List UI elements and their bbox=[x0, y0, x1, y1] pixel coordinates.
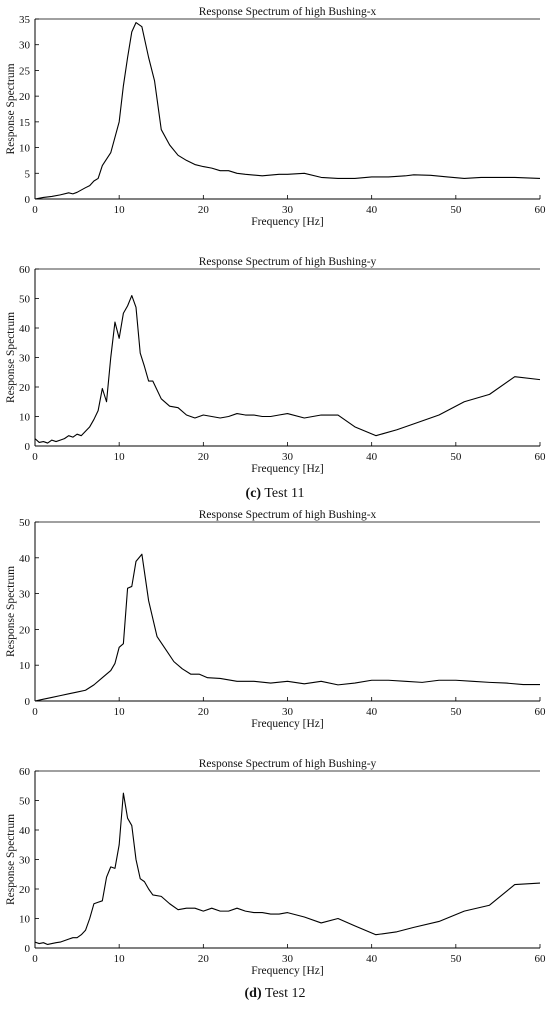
chart-4-ytick-label-5: 50 bbox=[19, 796, 31, 808]
chart-2-ytick-label-2: 20 bbox=[19, 382, 31, 394]
chart-1-ytick-label-4: 20 bbox=[19, 91, 31, 103]
caption-c-text: Test 11 bbox=[261, 486, 305, 501]
chart-4-ytick-label-3: 30 bbox=[19, 855, 31, 867]
chart-4-ytick-label-4: 40 bbox=[19, 825, 31, 837]
chart-2-xtick-label-5: 50 bbox=[450, 451, 462, 463]
chart-1-ytick-label-3: 15 bbox=[19, 117, 31, 129]
chart-2-ylabel: Response Spectrum bbox=[5, 312, 17, 403]
chart-4-xtick-label-6: 60 bbox=[535, 953, 547, 965]
chart-3-ytick-label-5: 50 bbox=[19, 517, 31, 529]
chart-2-ytick-label-4: 40 bbox=[19, 323, 31, 335]
caption-c-letter: (c) bbox=[245, 486, 262, 501]
chart-4-ytick-label-6: 60 bbox=[19, 766, 31, 778]
chart-2-xtick-label-2: 20 bbox=[198, 451, 210, 463]
chart-3-xtick-label-3: 30 bbox=[282, 706, 294, 718]
chart-4-ytick-label-1: 10 bbox=[19, 914, 31, 926]
chart-2-ytick-label-5: 50 bbox=[19, 294, 31, 306]
chart-4-title: Response Spectrum of high Bushing-y bbox=[199, 758, 377, 770]
chart-4-xlabel: Frequency [Hz] bbox=[251, 965, 323, 977]
chart-2-xtick-label-3: 30 bbox=[282, 451, 294, 463]
chart-2-ytick-label-3: 30 bbox=[19, 353, 31, 365]
chart-2-xlabel: Frequency [Hz] bbox=[251, 463, 323, 475]
chart-1-ytick-label-5: 25 bbox=[19, 65, 31, 77]
chart-1-xtick-label-5: 50 bbox=[450, 204, 462, 216]
chart-2-ytick-label-0: 0 bbox=[25, 441, 31, 453]
chart-3-title: Response Spectrum of high Bushing-x bbox=[199, 509, 377, 521]
chart-4-ytick-label-0: 0 bbox=[25, 943, 31, 955]
chart-3-xtick-label-4: 40 bbox=[366, 706, 378, 718]
chart-3-ylabel: Response Spectrum bbox=[5, 566, 17, 657]
chart-4-ylabel: Response Spectrum bbox=[5, 814, 17, 905]
chart-3-xtick-label-1: 10 bbox=[114, 706, 126, 718]
chart-3-ytick-label-2: 20 bbox=[19, 624, 31, 636]
chart-3-ytick-label-3: 30 bbox=[19, 589, 31, 601]
chart-3-xtick-label-2: 20 bbox=[198, 706, 210, 718]
chart-1-xlabel: Frequency [Hz] bbox=[251, 216, 323, 228]
chart-1-xtick-label-6: 60 bbox=[535, 204, 547, 216]
chart-2-xtick-label-6: 60 bbox=[535, 451, 547, 463]
chart-3-xlabel: Frequency [Hz] bbox=[251, 718, 323, 730]
chart-2-xtick-label-4: 40 bbox=[366, 451, 378, 463]
caption-d-text: Test 12 bbox=[261, 986, 306, 1001]
chart-1-title: Response Spectrum of high Bushing-x bbox=[199, 6, 377, 18]
chart-1-xtick-label-4: 40 bbox=[366, 204, 378, 216]
chart-4-series-line bbox=[34, 792, 541, 946]
chart-3-series-line bbox=[34, 553, 540, 702]
chart-1-xtick-label-2: 20 bbox=[198, 204, 210, 216]
chart-1-ytick-label-2: 10 bbox=[19, 143, 31, 155]
chart-2-xtick-label-1: 10 bbox=[114, 451, 126, 463]
chart-4-xtick-label-5: 50 bbox=[450, 953, 462, 965]
caption-d-letter: (d) bbox=[244, 986, 262, 1001]
chart-2-ytick-label-6: 60 bbox=[19, 264, 31, 276]
chart-1-xtick-label-3: 30 bbox=[282, 204, 294, 216]
chart-4-xtick-label-4: 40 bbox=[366, 953, 378, 965]
chart-3-ytick-label-1: 10 bbox=[19, 660, 31, 672]
chart-1-ylabel: Response Spectrum bbox=[5, 63, 17, 154]
chart-1-ytick-label-6: 30 bbox=[19, 40, 31, 52]
chart-1-ytick-label-1: 5 bbox=[25, 168, 31, 180]
chart-3-xtick-label-0: 0 bbox=[32, 706, 38, 718]
chart-2-series-line bbox=[34, 294, 541, 444]
chart-4-xtick-label-3: 30 bbox=[282, 953, 294, 965]
chart-3-xtick-label-6: 60 bbox=[535, 706, 547, 718]
chart-1-xtick-label-0: 0 bbox=[32, 204, 38, 216]
chart-2-xtick-label-0: 0 bbox=[32, 451, 38, 463]
chart-4-ytick-label-2: 20 bbox=[19, 884, 31, 896]
chart-1-series-line bbox=[34, 22, 541, 200]
chart-2-title: Response Spectrum of high Bushing-y bbox=[199, 256, 377, 268]
chart-1-xtick-label-1: 10 bbox=[114, 204, 126, 216]
chart-4-xtick-label-1: 10 bbox=[114, 953, 126, 965]
chart-3-ytick-label-0: 0 bbox=[25, 696, 31, 708]
chart-4-xtick-label-0: 0 bbox=[32, 953, 38, 965]
chart-2-ytick-label-1: 10 bbox=[19, 412, 31, 424]
chart-4-xtick-label-2: 20 bbox=[198, 953, 210, 965]
chart-1-ytick-label-7: 35 bbox=[19, 14, 31, 26]
caption-d: (d) Test 12 bbox=[0, 986, 550, 1002]
caption-c: (c) Test 11 bbox=[0, 486, 550, 502]
chart-1-ytick-label-0: 0 bbox=[25, 194, 31, 206]
chart-3-xtick-label-5: 50 bbox=[450, 706, 462, 718]
chart-3-ytick-label-4: 40 bbox=[19, 553, 31, 565]
